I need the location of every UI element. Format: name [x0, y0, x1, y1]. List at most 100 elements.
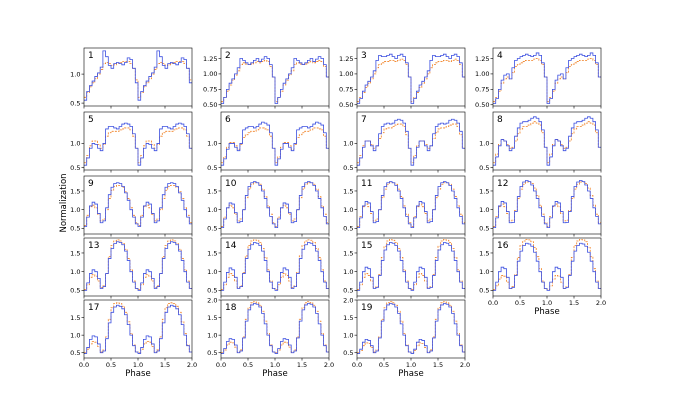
- panel-5-ytick-label: 0.5: [70, 164, 80, 172]
- panel-5-number: 5: [88, 115, 94, 125]
- panel-12-series_1-line: [493, 180, 601, 229]
- panel-14-ytick-label: 0.5: [207, 287, 217, 295]
- panel-3-series_1-line: [357, 53, 465, 104]
- panel-4-series_1-line: [493, 52, 601, 104]
- panel-2-series_2-line: [221, 59, 329, 103]
- panel-17-xtick-label: 0.0: [79, 361, 89, 369]
- panel-19-xtick-label: 2.0: [460, 361, 470, 369]
- panel-18-xtick-label: 1.0: [270, 361, 280, 369]
- panel-16-xtick-label: 1.0: [542, 299, 552, 307]
- panel-18-series_1-line: [221, 303, 329, 354]
- panel-5-series_2-line: [84, 127, 192, 164]
- panel-12-ytick-label: 0.5: [479, 225, 489, 233]
- panel-9-ytick-label: 0.5: [70, 225, 80, 233]
- panel-14-ytick-label: 1.5: [207, 249, 217, 257]
- panel-19: 0.5 1.0 1.5 2.0 0.0 0.5 1.0 1.5 2.0 Phase 19: [343, 296, 470, 379]
- panel-4-ytick-label: 1.25: [475, 55, 489, 63]
- panel-17-xtick-label: 0.5: [106, 361, 116, 369]
- panel-19-ytick-label: 2.0: [343, 296, 353, 304]
- panel-18-xtick-label: 2.0: [324, 361, 334, 369]
- panel-19-x-axis-title: Phase: [398, 369, 423, 379]
- panel-19-number: 19: [361, 303, 373, 313]
- panel-19-series_1-line: [357, 303, 465, 354]
- panel-16-series_1-line: [493, 242, 601, 291]
- panel-6-ytick-label: 0.5: [207, 164, 217, 172]
- panel-1-ytick-label: 0.5: [70, 99, 80, 107]
- panel-19-xtick-label: 0.0: [352, 361, 362, 369]
- panel-14: 0.5 1.0 1.5 14: [207, 237, 330, 299]
- panel-3-ytick-label: 0.75: [339, 86, 353, 94]
- panel-5-series_1-line: [84, 122, 192, 166]
- panel-4: 0.50 0.75 1.00 1.25 4: [475, 47, 602, 109]
- panel-13: 0.5 1.0 1.5 13: [70, 237, 193, 299]
- panel-11-number: 11: [361, 179, 372, 189]
- panel-4-ytick-label: 0.75: [475, 86, 489, 94]
- panel-6-ytick-label: 1.0: [207, 140, 217, 148]
- panel-9-series_1-line: [84, 182, 192, 227]
- panel-10: 0.5 1.0 1.5 10: [207, 175, 330, 237]
- panel-2: 0.50 0.75 1.00 1.25 2: [203, 47, 330, 109]
- panel-18-ytick-label: 1.5: [207, 314, 217, 322]
- panel-19-ytick-label: 0.5: [343, 349, 353, 357]
- panel-6-series_1-line: [221, 121, 329, 166]
- y-axis-title: Normalization: [59, 173, 69, 232]
- panel-19-xtick-label: 0.5: [379, 361, 389, 369]
- panel-7-ytick-label: 0.5: [343, 164, 353, 172]
- panel-19-ytick-label: 1.5: [343, 314, 353, 322]
- panel-14-series_1-line: [221, 242, 329, 291]
- panel-17: 0.5 1.0 1.5 0.0 0.5 1.0 1.5 2.0 Phase 17: [70, 299, 197, 379]
- panel-19-ytick-label: 1.0: [343, 331, 353, 339]
- panel-16-ytick-label: 0.5: [479, 287, 489, 295]
- panel-10-series_1-line: [221, 181, 329, 229]
- panel-17-ytick-label: 1.5: [70, 314, 80, 322]
- panel-3-ytick-label: 0.50: [339, 101, 353, 109]
- panel-12-number: 12: [497, 179, 508, 189]
- panel-5: 0.5 1.0 5: [70, 111, 193, 173]
- panel-17-xtick-label: 1.5: [160, 361, 170, 369]
- panel-11-ytick-label: 0.5: [343, 225, 353, 233]
- panel-1: 0.5 1.0 1: [70, 47, 193, 109]
- panel-18-number: 18: [225, 303, 237, 313]
- panel-18-ytick-label: 0.5: [207, 349, 217, 357]
- panel-17-series_1-line: [84, 304, 192, 354]
- panel-7: 0.5 1.0 7: [343, 111, 466, 173]
- panel-18-ytick-label: 2.0: [207, 296, 217, 304]
- panel-6: 0.5 1.0 6: [207, 111, 330, 173]
- panel-7-number: 7: [361, 115, 367, 125]
- panel-7-ytick-label: 1.0: [343, 140, 353, 148]
- panel-17-ytick-label: 0.5: [70, 349, 80, 357]
- panel-18-ytick-label: 1.0: [207, 331, 217, 339]
- panel-10-ytick-label: 1.5: [207, 187, 217, 195]
- panel-16: 0.5 1.0 1.5 0.0 0.5 1.0 1.5 2.0 Phase 16: [479, 237, 606, 317]
- panel-18-xtick-label: 0.5: [243, 361, 253, 369]
- panel-10-number: 10: [225, 179, 237, 189]
- panel-17-xtick-label: 2.0: [187, 361, 197, 369]
- panel-18-xtick-label: 0.0: [216, 361, 226, 369]
- panel-grid: 0.5 1.0 1 0.50 0.75 1.00 1.25 2 0.50 0.75 1.00 1.25…: [70, 47, 606, 379]
- panel-7-series_1-line: [357, 118, 465, 166]
- panel-5-ytick-label: 1.0: [70, 140, 80, 148]
- panel-2-number: 2: [225, 51, 231, 61]
- panel-4-ytick-label: 0.50: [475, 101, 489, 109]
- panel-12-ytick-label: 1.5: [479, 187, 489, 195]
- panel-18-x-axis-title: Phase: [262, 369, 287, 379]
- panel-4-number: 4: [497, 51, 503, 61]
- panel-9-ytick-label: 1.5: [70, 187, 80, 195]
- panel-9-ytick-label: 1.0: [70, 206, 80, 214]
- panel-16-number: 16: [497, 241, 509, 251]
- panel-14-ytick-label: 1.0: [207, 268, 217, 276]
- panel-2-series_1-line: [221, 56, 329, 104]
- panel-10-ytick-label: 1.0: [207, 206, 217, 214]
- panel-18: 0.5 1.0 1.5 2.0 0.0 0.5 1.0 1.5 2.0 Phase 18: [207, 296, 334, 379]
- panel-13-number: 13: [88, 241, 99, 251]
- panel-16-xtick-label: 0.0: [488, 299, 498, 307]
- panel-13-ytick-label: 1.5: [70, 249, 80, 257]
- panel-9: 0.5 1.0 1.5 9: [70, 175, 193, 237]
- panel-8-number: 8: [497, 115, 503, 125]
- panel-1-ytick-label: 1.0: [70, 70, 80, 78]
- panel-15-ytick-label: 1.5: [343, 249, 353, 257]
- panel-4-ytick-label: 1.00: [475, 70, 489, 78]
- panel-13-series_1-line: [84, 241, 192, 291]
- panel-3: 0.50 0.75 1.00 1.25 3: [339, 47, 466, 109]
